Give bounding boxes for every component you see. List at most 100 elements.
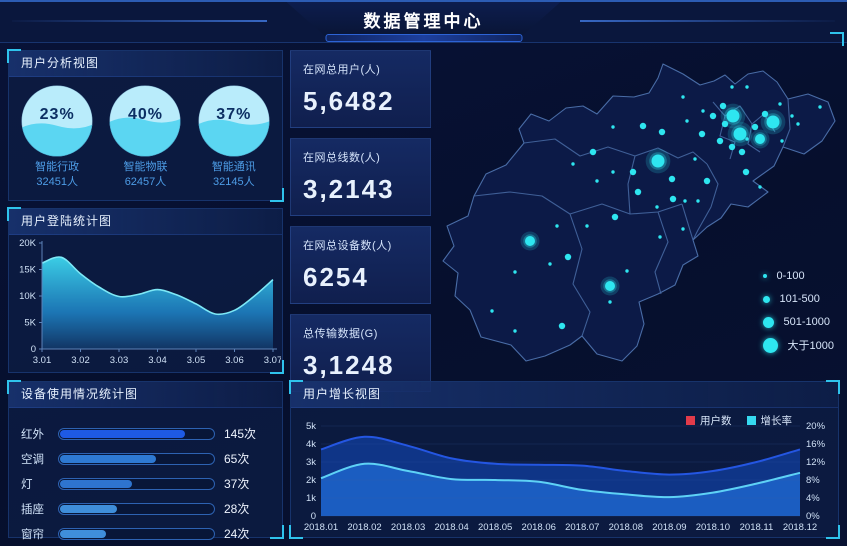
device-usage-bars: 红外 145次 空调 65次灯 37次 插座 28次 窗帘 24次	[9, 408, 282, 546]
stat-label: 在网总设备数(人)	[303, 240, 392, 252]
map-bubble	[745, 85, 749, 89]
svg-text:12%: 12%	[806, 457, 826, 468]
map-bubble	[611, 125, 615, 129]
stat-label: 总传输数据(G)	[303, 328, 378, 340]
map-legend-label: 大于1000	[787, 340, 834, 352]
map-bubble	[709, 112, 717, 120]
svg-text:0%: 0%	[806, 511, 820, 522]
map-bubble	[513, 270, 517, 274]
growth-line-增长率	[320, 462, 801, 499]
svg-text:20%: 20%	[806, 421, 826, 432]
bar-value: 145次	[224, 427, 257, 441]
map-bubble	[721, 120, 729, 128]
map-legend-item: 101-500	[762, 292, 834, 306]
gauge-label: 智能行政	[35, 161, 80, 173]
map-bubble	[513, 329, 517, 333]
map-bubble	[658, 128, 666, 136]
map-legend-label: 501-1000	[783, 316, 831, 328]
map-bubble	[758, 185, 762, 189]
svg-text:4k: 4k	[306, 439, 316, 450]
bar-fill	[60, 454, 156, 463]
bar-value: 65次	[224, 452, 250, 466]
bar-value: 28次	[224, 502, 250, 516]
bar-track	[58, 502, 215, 515]
map-bubble	[701, 109, 705, 113]
svg-text:2018.12: 2018.12	[783, 522, 817, 533]
svg-text:3.05: 3.05	[187, 355, 206, 366]
stat-value: 5,6482	[303, 86, 395, 116]
svg-text:2018.06: 2018.06	[522, 522, 556, 533]
map-bubble	[683, 199, 687, 203]
svg-text:2018.07: 2018.07	[565, 522, 599, 533]
map-bubble	[611, 170, 615, 174]
panel-title-device-usage: 设备使用情况统计图	[9, 382, 282, 408]
map-bubble	[696, 199, 700, 203]
map-bubble	[658, 235, 662, 239]
bar-track	[58, 527, 215, 540]
map-bubble	[669, 195, 677, 203]
map-bubble	[668, 175, 676, 183]
header-bar: 数据管理中心	[0, 0, 847, 43]
corner-bracket	[270, 188, 284, 202]
legend-item-增长率: 增长率	[746, 413, 793, 428]
map-bubble	[716, 137, 724, 145]
header-decor-line-right	[580, 20, 835, 22]
panel-title-user-growth: 用户增长视图	[291, 382, 838, 408]
legend-label: 增长率	[760, 415, 793, 427]
region-map-area: 0-100 101-500 501-1000 大于1000	[430, 32, 844, 378]
map-legend: 0-100 101-500 501-1000 大于1000	[762, 269, 834, 353]
bar-fill	[60, 479, 133, 488]
bar-fill	[60, 504, 117, 513]
svg-text:3k: 3k	[306, 457, 316, 468]
stat-card: 在网总用户(人) 5,6482	[290, 50, 431, 128]
login-line	[41, 256, 274, 316]
login-area-chart: 0 5K 10K 15K 20K 3.01 3.02 3.03 3.04 3.05 3.06 3.07	[19, 238, 281, 366]
map-bubble	[751, 123, 759, 131]
map-bubble	[698, 130, 706, 138]
svg-text:2018.08: 2018.08	[609, 522, 643, 533]
bar-track	[58, 427, 215, 440]
gauge-percent: 40%	[127, 106, 163, 123]
map-legend-label: 101-500	[779, 293, 820, 305]
gauge-percent: 37%	[216, 106, 252, 123]
map-bubble	[564, 253, 572, 261]
gauge-label: 智能物联	[123, 161, 168, 173]
gauge-percent: 23%	[39, 106, 75, 123]
gauge-智能通讯: 37% 智能通讯 32145人	[193, 85, 275, 190]
svg-text:3.04: 3.04	[148, 355, 167, 366]
map-bubble	[525, 236, 535, 246]
page-title-container: 数据管理中心	[286, 2, 561, 36]
bar-fill	[60, 529, 107, 538]
map-legend-item: 0-100	[762, 269, 834, 283]
map-bubble	[733, 127, 747, 141]
map-legend-item: 大于1000	[762, 337, 834, 353]
gauge-label: 智能通讯	[211, 161, 256, 173]
map-bubble	[655, 205, 659, 209]
map-bubble	[571, 162, 575, 166]
map-bubble	[742, 168, 750, 176]
map-bubble	[595, 179, 599, 183]
stat-card: 在网总线数(人) 3,2143	[290, 138, 431, 216]
bar-row-空调: 空调 65次	[21, 446, 270, 471]
gauge-count: 32451人	[36, 175, 78, 188]
panel-login-stats: 用户登陆统计图 0 5K 10K 15K 20K 3.01 3.02 3.03 3.04 3.05…	[7, 207, 284, 374]
map-bubble	[589, 148, 597, 156]
svg-text:3.02: 3.02	[71, 355, 90, 366]
map-bubble	[693, 157, 697, 161]
legend-swatch	[746, 416, 756, 425]
bar-label: 插座	[21, 503, 44, 516]
map-bubble	[728, 143, 736, 151]
svg-text:3.03: 3.03	[110, 355, 129, 366]
map-bubble	[681, 95, 685, 99]
bar-track	[58, 477, 215, 490]
svg-text:16%: 16%	[806, 439, 826, 450]
stat-value: 6254	[303, 262, 369, 292]
legend-item-用户数: 用户数	[686, 413, 732, 428]
map-bubble	[555, 224, 559, 228]
liquid-gauges: 23% 智能行政 32451人 40% 智能物联 62457人 37% 智能通讯 32145人	[9, 77, 282, 190]
svg-text:4%: 4%	[806, 493, 820, 504]
map-bubble	[490, 309, 494, 313]
bubble-size-dot	[762, 316, 774, 328]
stat-card: 在网总设备数(人) 6254	[290, 226, 431, 304]
